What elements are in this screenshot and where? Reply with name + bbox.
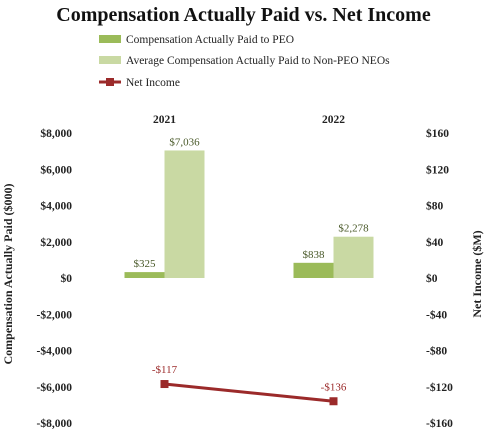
plot-area: $325 $838 $7,036 $2,278 -$117 -$136 xyxy=(124,136,374,406)
net-income-line xyxy=(164,382,334,403)
y2-tick-label: $160 xyxy=(426,127,449,140)
bar xyxy=(124,272,165,278)
y-tick-label: -$8,000 xyxy=(37,417,73,430)
legend-label-peo: Compensation Actually Paid to PEO xyxy=(126,34,294,46)
y2-tick-label: -$160 xyxy=(426,417,453,430)
y2-tick-label: -$120 xyxy=(426,381,453,394)
y2-tick-label: $40 xyxy=(426,236,444,249)
line-data-label: -$136 xyxy=(321,381,347,393)
bar-data-label: $838 xyxy=(303,249,326,261)
legend-item-net-income: Net Income xyxy=(99,77,180,89)
line-data-label: -$117 xyxy=(152,364,178,376)
legend-marker-net-income xyxy=(106,78,114,86)
bar-data-label: $325 xyxy=(134,258,157,270)
y2-tick-label: $0 xyxy=(426,272,438,285)
legend-swatch-peo xyxy=(99,35,121,43)
category-labels: 2021 2022 xyxy=(153,114,345,126)
bar xyxy=(293,262,334,278)
left-axis-ticks: $8,000 $6,000 $4,000 $2,000 $0 -$2,000 -$4,000… xyxy=(37,127,73,430)
y-tick-label: -$2,000 xyxy=(37,308,73,321)
bar xyxy=(164,150,205,278)
y-axis-title: Compensation Actually Paid ($000) xyxy=(1,183,15,364)
legend-label-non-peo: Average Compensation Actually Paid to No… xyxy=(126,55,390,67)
y-tick-label: $0 xyxy=(61,272,73,285)
y-tick-label: $8,000 xyxy=(40,127,72,140)
category-label: 2021 xyxy=(153,114,176,126)
y-tick-label: $6,000 xyxy=(40,163,72,176)
bar-data-label: $7,036 xyxy=(169,136,200,148)
y2-tick-label: $120 xyxy=(426,163,449,176)
line-point xyxy=(160,380,169,389)
bar-data-label: $2,278 xyxy=(338,223,369,235)
y-tick-label: -$4,000 xyxy=(37,345,73,358)
legend-swatch-non-peo xyxy=(99,56,121,64)
y2-axis-title: Net Income ($M) xyxy=(470,230,484,317)
y2-tick-label: $80 xyxy=(426,200,444,213)
legend-item-peo: Compensation Actually Paid to PEO xyxy=(99,34,294,46)
y-tick-label: $2,000 xyxy=(40,236,72,249)
legend-item-non-peo: Average Compensation Actually Paid to No… xyxy=(99,55,390,67)
legend-label-net-income: Net Income xyxy=(126,77,180,89)
chart-title: Compensation Actually Paid vs. Net Incom… xyxy=(56,4,431,26)
y2-tick-label: -$40 xyxy=(426,308,447,321)
bar xyxy=(333,236,374,278)
y-tick-label: $4,000 xyxy=(40,200,72,213)
right-axis-ticks: $160 $120 $80 $40 $0 -$40 -$80 -$120 -$160 xyxy=(426,127,453,430)
category-label: 2022 xyxy=(322,114,345,126)
legend: Compensation Actually Paid to PEO Averag… xyxy=(99,34,390,89)
y-tick-label: -$6,000 xyxy=(37,381,73,394)
y2-tick-label: -$80 xyxy=(426,345,447,358)
line-point xyxy=(329,397,338,406)
